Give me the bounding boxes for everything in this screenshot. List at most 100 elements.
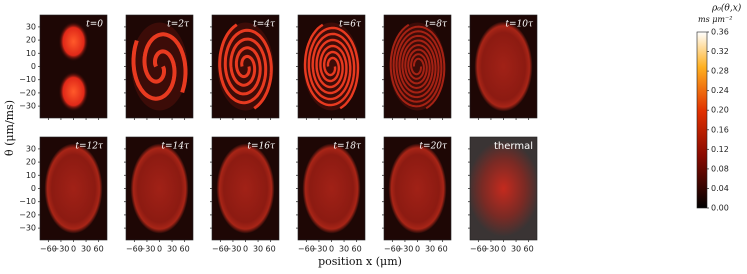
panel	[298, 15, 365, 118]
colorbar-label: ρ₀(θ,x)	[711, 3, 742, 14]
spiral-arm	[142, 32, 188, 93]
panel	[212, 15, 279, 118]
colorbar-tick-label: 0.28	[711, 67, 729, 76]
x-tick-label: −60	[212, 245, 229, 254]
panel-label: t=4τ	[253, 20, 276, 30]
blob	[58, 21, 89, 62]
disk	[216, 143, 275, 234]
panel	[126, 137, 193, 240]
y-tick-label: 0	[31, 184, 36, 193]
x-tick-label: 30	[81, 245, 91, 254]
panel-label: thermal	[494, 141, 533, 152]
spiral-arm	[303, 23, 356, 107]
panel	[470, 15, 537, 118]
y-tick-label: −20	[19, 210, 36, 219]
colorbar-tick-label: 0.16	[711, 125, 729, 134]
panel-label: t=0	[86, 20, 103, 30]
y-tick-label: −30	[19, 102, 36, 111]
x-tick-label: 30	[339, 245, 349, 254]
x-tick-label: −30	[52, 245, 69, 254]
spiral-arm	[131, 40, 177, 101]
panel	[384, 137, 451, 240]
panel	[470, 137, 537, 240]
colorbar-tick-label: 0.12	[711, 145, 729, 154]
panel-label: t=2τ	[167, 20, 190, 30]
y-tick-label: −10	[19, 75, 36, 84]
spiral-arm	[389, 23, 443, 108]
panel	[212, 137, 279, 240]
disk	[302, 143, 361, 234]
panel	[298, 137, 365, 240]
y-tick-label: −30	[19, 224, 36, 233]
disk	[44, 143, 103, 234]
colorbar-units: ms μm⁻²	[698, 15, 732, 24]
x-tick-label: 30	[425, 245, 435, 254]
spiral-arm	[307, 26, 360, 110]
panel-label: t=8τ	[425, 20, 448, 30]
x-tick-label: −60	[384, 245, 401, 254]
x-tick-label: 0	[71, 245, 76, 254]
y-axis-label: θ (μm/ms)	[3, 100, 16, 156]
x-tick-label: 0	[501, 245, 506, 254]
x-axis-label: position x (μm)	[318, 255, 402, 268]
panel	[40, 137, 107, 240]
panel-label: t=16τ	[247, 142, 276, 152]
blob	[58, 71, 89, 112]
colorbar-tick-label: 0.36	[711, 28, 729, 37]
panel	[40, 15, 107, 118]
y-tick-label: 20	[26, 158, 36, 167]
panel-label: t=20τ	[419, 142, 448, 152]
x-tick-label: −60	[40, 245, 57, 254]
y-tick-label: 10	[26, 49, 36, 58]
x-tick-label: 30	[253, 245, 263, 254]
x-tick-label: −30	[138, 245, 155, 254]
x-tick-label: −60	[470, 245, 487, 254]
panel	[126, 15, 193, 118]
panel-label: t=14τ	[161, 142, 190, 152]
x-tick-label: 30	[511, 245, 521, 254]
x-tick-label: −30	[396, 245, 413, 254]
x-tick-label: 0	[157, 245, 162, 254]
x-tick-label: 30	[167, 245, 177, 254]
disk	[130, 143, 189, 234]
spiral-arm	[218, 23, 268, 105]
halo	[131, 22, 188, 111]
panel-label: t=10τ	[505, 20, 534, 30]
x-tick-label: −30	[482, 245, 499, 254]
x-tick-label: 0	[243, 245, 248, 254]
disk	[474, 21, 533, 112]
colorbar-tick-label: 0.04	[711, 184, 729, 193]
x-tick-label: 60	[266, 245, 276, 254]
y-tick-label: −10	[19, 197, 36, 206]
colorbar-tick-label: 0.32	[711, 47, 729, 56]
colorbar-tick-label: 0.08	[711, 164, 729, 173]
x-tick-label: 0	[415, 245, 420, 254]
x-tick-label: 60	[524, 245, 534, 254]
y-tick-label: −20	[19, 88, 36, 97]
colorbar-tick-label: 0.00	[711, 204, 729, 213]
x-tick-label: 60	[94, 245, 104, 254]
spiral-arm	[223, 28, 273, 110]
colorbar	[696, 31, 708, 209]
disk	[388, 143, 447, 234]
x-tick-label: −60	[126, 245, 143, 254]
y-tick-label: 30	[26, 22, 36, 31]
colorbar-tick-label: 0.20	[711, 106, 729, 115]
x-tick-label: 60	[352, 245, 362, 254]
panel-label: t=12τ	[75, 142, 104, 152]
y-tick-label: 10	[26, 171, 36, 180]
y-tick-label: 20	[26, 36, 36, 45]
panel-label: t=18τ	[333, 142, 362, 152]
colorbar-tick-label: 0.24	[711, 86, 729, 95]
x-tick-label: −60	[298, 245, 315, 254]
spiral-arm	[392, 25, 446, 110]
panel-label: t=6τ	[339, 20, 362, 30]
panel	[384, 15, 451, 118]
x-tick-label: 60	[438, 245, 448, 254]
x-tick-label: 0	[329, 245, 334, 254]
y-tick-label: 30	[26, 144, 36, 153]
y-tick-label: 0	[31, 62, 36, 71]
x-tick-label: −30	[224, 245, 241, 254]
x-tick-label: −30	[310, 245, 327, 254]
thermal-glow	[470, 140, 537, 237]
